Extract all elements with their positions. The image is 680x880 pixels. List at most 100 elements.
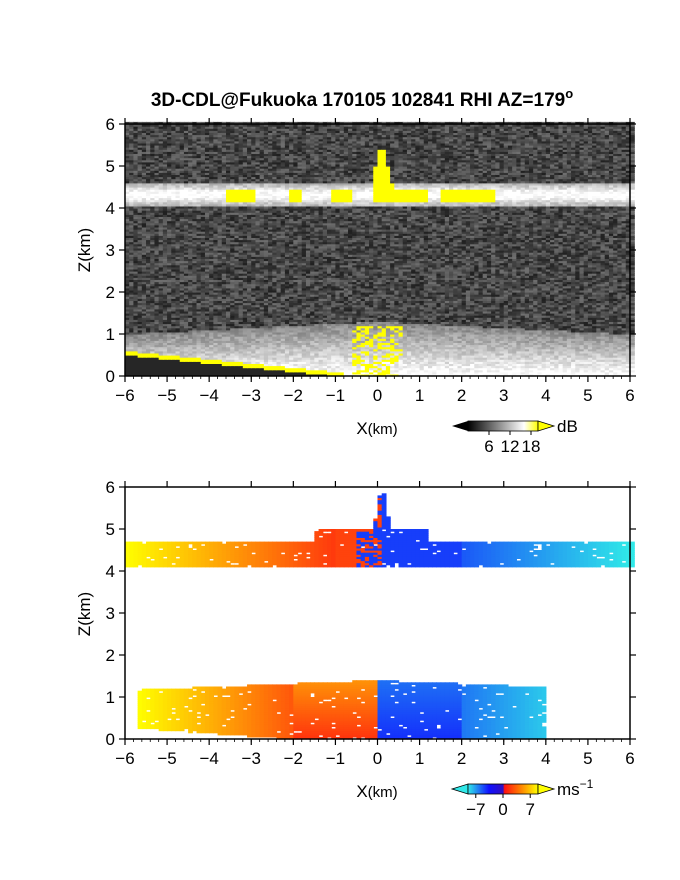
snr-cell: [171, 235, 177, 238]
snr-cell: [268, 313, 273, 316]
snr-cell: [146, 355, 151, 358]
snr-cell: [247, 197, 252, 201]
snr-cell: [247, 325, 252, 329]
snr-cell: [171, 271, 177, 274]
snr-cell: [247, 250, 252, 253]
snr-cell: [217, 319, 223, 322]
snr-cell: [133, 142, 139, 146]
snr-cell: [167, 231, 172, 234]
snr-cell: [263, 260, 269, 264]
snr-cell: [272, 224, 278, 228]
snr-cell: [221, 285, 227, 289]
snr-cell: [183, 124, 189, 127]
snr-cell: [263, 315, 269, 318]
snr-cell: [188, 172, 193, 175]
snr-cell: [263, 327, 269, 331]
snr-cell: [268, 321, 273, 325]
snr-cell: [162, 325, 168, 329]
snr-cell: [179, 271, 185, 274]
snr-cell: [259, 321, 265, 325]
snr-cell: [175, 271, 181, 274]
snr-cell: [183, 352, 189, 356]
snr-cell: [204, 174, 210, 178]
snr-cell: [171, 191, 177, 194]
snr-cell: [204, 245, 210, 249]
snr-cell: [188, 359, 193, 362]
snr-cell: [268, 176, 273, 180]
snr-cell: [204, 191, 210, 194]
snr-cell: [238, 136, 244, 140]
snr-cell: [150, 214, 156, 217]
snr-cell: [167, 216, 172, 220]
snr-cell: [209, 212, 214, 215]
snr-cell: [146, 294, 151, 297]
snr-cell: [154, 331, 160, 335]
snr-cell: [150, 313, 156, 316]
snr-cell: [209, 315, 214, 318]
snr-cell: [141, 153, 147, 157]
snr-cell: [221, 197, 227, 201]
snr-cell: [221, 317, 227, 320]
snr-cell: [137, 166, 143, 169]
snr-cell: [150, 235, 156, 238]
snr-cell: [167, 310, 172, 314]
snr-cell: [171, 189, 177, 192]
snr-cell: [167, 350, 172, 354]
snr-cell: [154, 170, 160, 173]
snr-cell: [247, 153, 252, 157]
snr-cell: [217, 342, 223, 346]
snr-cell: [200, 235, 206, 238]
snr-cell: [259, 166, 265, 169]
snr-cell: [154, 168, 160, 171]
snr-cell: [175, 243, 181, 247]
snr-cell: [188, 321, 193, 325]
snr-cell: [129, 163, 135, 167]
snr-cell: [125, 294, 130, 297]
snr-cell: [247, 170, 252, 173]
snr-cell: [230, 346, 236, 350]
snr-cell: [238, 239, 244, 243]
snr-cell: [251, 130, 257, 133]
snr-cell: [158, 285, 164, 289]
snr-cell: [183, 254, 189, 257]
snr-cell: [133, 235, 139, 238]
snr-cell: [268, 327, 273, 331]
snr-cell: [162, 277, 168, 280]
snr-cell: [133, 216, 139, 220]
snr-cell: [242, 214, 248, 217]
snr-cell: [183, 310, 189, 314]
snr-cell: [171, 229, 177, 232]
snr-cell: [238, 273, 244, 276]
snr-cell: [272, 273, 278, 276]
snr-cell: [196, 151, 202, 154]
snr-cell: [230, 157, 236, 161]
snr-cell: [230, 168, 236, 171]
snr-cell: [137, 306, 143, 310]
snr-cell: [213, 208, 219, 211]
snr-cell: [255, 285, 261, 289]
snr-cell: [221, 266, 227, 270]
snr-cell: [150, 218, 156, 222]
snr-cell: [188, 258, 193, 262]
snr-cell: [175, 294, 181, 297]
snr-cell: [234, 336, 240, 339]
snr-cell: [200, 226, 206, 230]
snr-cell: [251, 334, 257, 337]
snr-cell: [183, 233, 189, 236]
snr-cell: [183, 193, 189, 196]
snr-cell: [179, 329, 185, 333]
snr-cell: [146, 159, 151, 163]
snr-cell: [238, 254, 244, 257]
snr-cell: [242, 172, 248, 175]
snr-cell: [146, 184, 151, 188]
snr-cell: [247, 336, 252, 339]
snr-cell: [137, 142, 143, 146]
snr-cell: [175, 275, 181, 278]
snr-cell: [272, 184, 278, 188]
snr-cell: [263, 145, 269, 148]
snr-cell: [242, 359, 248, 362]
snr-cell: [247, 247, 252, 251]
snr-cell: [129, 279, 135, 283]
snr-cell: [158, 331, 164, 335]
snr-cell: [133, 195, 139, 199]
